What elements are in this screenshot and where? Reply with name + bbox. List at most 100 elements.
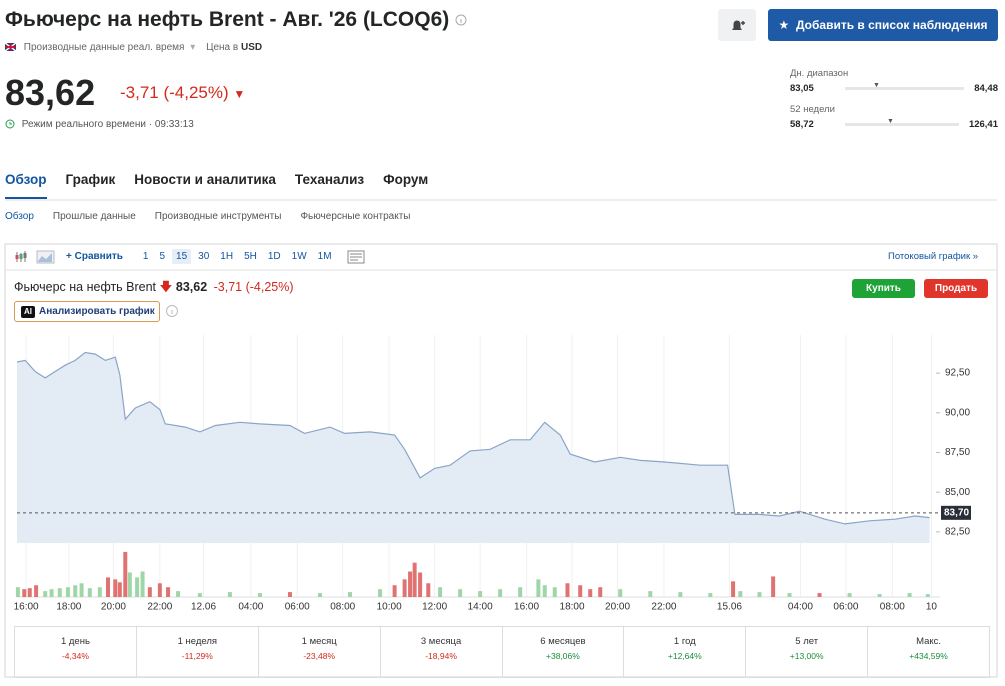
realtime-label: Режим реального времени · 09:33:13 xyxy=(21,119,194,130)
y-tick-label: 90,00 xyxy=(945,407,970,418)
subtitle-row: Производные данные реал. время ▾ Цена в … xyxy=(4,42,262,53)
tab[interactable]: Обзор xyxy=(5,172,47,199)
volume-bar xyxy=(536,579,541,597)
subtab[interactable]: Фьючерсные контракты xyxy=(300,211,411,222)
chart-quote: Фьючерс на нефть Brent 🡇 83,62 -3,71 (-4… xyxy=(14,278,294,299)
performance-period: 5 лет xyxy=(795,636,819,647)
interval-button[interactable]: 1M xyxy=(317,251,332,262)
subtab[interactable]: Прошлые данные xyxy=(52,211,136,222)
price-line xyxy=(16,351,930,525)
performance-period: 3 месяца xyxy=(420,636,462,647)
data-type: Производные данные реал. время xyxy=(23,42,185,53)
y-tick-label: 85,00 xyxy=(945,487,970,498)
alert-button[interactable] xyxy=(718,9,756,41)
volume-bar xyxy=(402,579,407,597)
stream-link[interactable]: Потоковый график » xyxy=(888,251,979,262)
x-tick-label: 06:00 xyxy=(285,602,310,613)
x-tick-label: 16:00 xyxy=(514,602,539,613)
volume-bar xyxy=(578,585,583,597)
subtabs: Обзор Прошлые данные Производные инструмен… xyxy=(5,211,429,222)
interval-button[interactable]: 1D xyxy=(267,251,281,262)
volume-bar xyxy=(907,593,912,597)
volume-bar xyxy=(65,587,70,597)
interval-button[interactable]: 1W xyxy=(291,251,307,262)
performance-cell[interactable]: Макс. +434,59% xyxy=(868,627,989,677)
volume-bar xyxy=(378,589,383,597)
range-marker: ▼ xyxy=(887,118,894,125)
analyze-button[interactable]: AI Анализировать график xyxy=(14,301,160,322)
interval-button[interactable]: 5H xyxy=(244,251,257,262)
volume-bar xyxy=(771,576,776,597)
interval-button[interactable]: 30 xyxy=(198,251,210,262)
volume-bar xyxy=(757,592,762,597)
flag-icon xyxy=(4,42,17,52)
indicators-icon[interactable] xyxy=(347,250,365,264)
interval-button[interactable]: 1 xyxy=(142,251,149,262)
performance-change: +13,00% xyxy=(789,651,824,661)
buy-button[interactable]: Купить xyxy=(852,279,915,298)
candles-icon[interactable] xyxy=(14,250,28,264)
volume-bar xyxy=(135,577,140,597)
volume-bar xyxy=(27,588,32,597)
performance-change: +12,64% xyxy=(667,651,702,661)
volume-bar xyxy=(147,587,152,597)
x-tick-label: 16:00 xyxy=(14,602,39,613)
info-icon[interactable] xyxy=(455,14,467,26)
x-tick-label: 12:00 xyxy=(422,602,447,613)
volume-bar xyxy=(15,587,20,597)
performance-cell[interactable]: 1 неделя -11,29% xyxy=(137,627,259,677)
volume-bar xyxy=(348,592,353,597)
performance-change: -4,34% xyxy=(61,651,89,661)
range-label: Дн. диапазон xyxy=(790,68,849,79)
volume-bar xyxy=(412,562,417,597)
tab[interactable]: Новости и аналитика xyxy=(134,172,276,187)
analyze-info-icon[interactable] xyxy=(165,304,179,318)
x-tick-label: 10 xyxy=(926,602,938,613)
area-icon[interactable] xyxy=(36,250,56,264)
volume-bar xyxy=(648,591,653,597)
performance-period: 1 неделя xyxy=(177,636,218,647)
volume-bar xyxy=(197,593,202,597)
range-low: 58,72 xyxy=(790,119,814,130)
tab[interactable]: Форум xyxy=(383,172,429,187)
performance-cell[interactable]: 5 лет +13,00% xyxy=(746,627,869,677)
dropdown-caret: ▾ xyxy=(190,42,196,53)
performance-change: +38,06% xyxy=(546,651,580,661)
x-tick-label: 22:00 xyxy=(651,602,676,613)
range: 52 недели 58,72 ▼ 126,41 xyxy=(790,104,998,140)
clock-icon xyxy=(5,119,15,129)
tab[interactable]: Теханализ xyxy=(294,172,365,187)
x-tick-label: 18:00 xyxy=(56,602,81,613)
performance-cell[interactable]: 6 месяцев +38,06% xyxy=(503,627,625,677)
volume-bar xyxy=(678,592,683,597)
watch-button[interactable]: ★ Добавить в список наблюдения xyxy=(768,9,998,41)
interval-button[interactable]: 1H xyxy=(220,251,234,262)
performance-cell[interactable]: 3 месяца -18,94% xyxy=(381,627,503,677)
performance-change: -23,48% xyxy=(303,651,336,661)
compare-button[interactable]: + Сравнить xyxy=(66,251,123,262)
sell-button[interactable]: Продать xyxy=(924,279,988,298)
performance-cell[interactable]: 1 день -4,34% xyxy=(15,627,137,677)
watch-button-label: Добавить в список наблюдения xyxy=(795,18,988,32)
subtab[interactable]: Производные инструменты xyxy=(154,211,282,222)
volume-bar xyxy=(22,589,27,597)
interval-button[interactable]: 5 xyxy=(159,251,166,262)
volume-bar xyxy=(731,581,736,597)
range-bar: ▼ xyxy=(845,118,959,126)
x-tick-label: 18:00 xyxy=(560,602,585,613)
volume-bar xyxy=(787,593,792,597)
range-row: 58,72 ▼ 126,41 xyxy=(790,118,998,130)
subtab[interactable]: Обзор xyxy=(5,211,34,222)
realtime-row: Режим реального времени · 09:33:13 xyxy=(5,119,194,130)
interval-button[interactable]: 15 xyxy=(172,249,192,264)
volume-bar xyxy=(478,591,483,597)
performance-cell[interactable]: 1 месяц -23,48% xyxy=(259,627,381,677)
volume-bar xyxy=(588,589,593,597)
x-tick-label: 20:00 xyxy=(605,602,630,613)
tab[interactable]: График xyxy=(65,172,116,187)
x-tick-label: 22:00 xyxy=(147,602,172,613)
volume-bar xyxy=(458,589,463,597)
volume-bar xyxy=(227,592,232,597)
performance-cell[interactable]: 1 год +12,64% xyxy=(624,627,747,677)
